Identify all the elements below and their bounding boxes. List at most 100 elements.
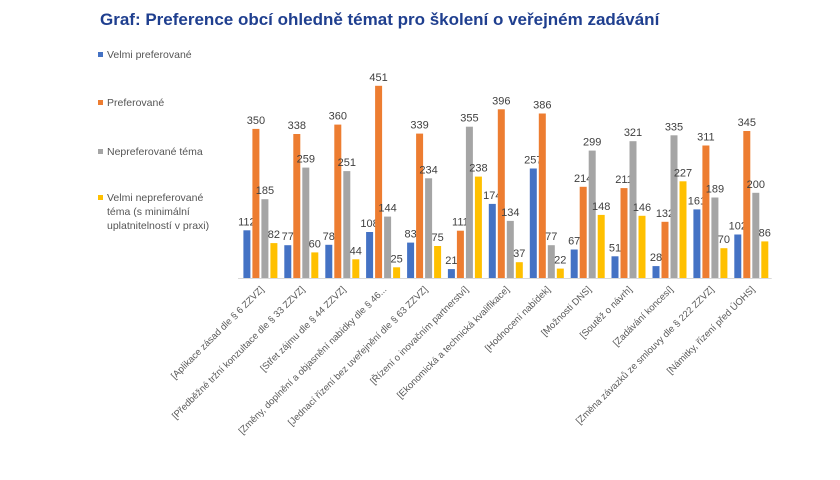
data-label: 28	[650, 252, 662, 264]
bar-preferovane-1	[293, 134, 301, 278]
data-label: 78	[323, 231, 335, 243]
bar-preferovane-4	[416, 133, 424, 278]
data-label: 227	[674, 167, 692, 179]
data-label: 144	[378, 203, 396, 215]
bar-velmi-nepreferovane-tema-s-minimalni-uplatnitelnosti-v-praxi-7	[556, 268, 564, 278]
data-label: 257	[524, 155, 542, 167]
data-label: 102	[729, 221, 747, 233]
data-label: 112	[238, 216, 256, 228]
category-label: [Jednací řízení bez uveřejnění dle § 63 …	[286, 284, 430, 428]
bar-velmi-preferovane-5	[447, 269, 455, 278]
bar-preferovane-8	[579, 186, 587, 278]
bar-velmi-preferovane-7	[529, 168, 537, 278]
bar-nepreferovane-tema-2	[343, 171, 351, 278]
legend-item-nepreferovane: Nepreferované téma	[98, 145, 203, 159]
bar-velmi-nepreferovane-tema-s-minimalni-uplatnitelnosti-v-praxi-3	[393, 267, 401, 278]
data-label: 146	[633, 202, 651, 214]
bar-velmi-nepreferovane-tema-s-minimalni-uplatnitelnosti-v-praxi-12	[761, 241, 769, 278]
data-label: 214	[574, 173, 592, 185]
data-label: 211	[615, 174, 633, 186]
bar-preferovane-2	[334, 124, 342, 278]
data-label: 83	[404, 229, 416, 241]
data-label: 67	[568, 236, 580, 248]
bar-velmi-preferovane-9	[611, 256, 619, 278]
bar-velmi-nepreferovane-tema-s-minimalni-uplatnitelnosti-v-praxi-6	[515, 262, 523, 278]
data-label: 75	[431, 232, 443, 244]
bar-nepreferovane-tema-1	[302, 167, 310, 278]
chart-title: Graf: Preference obcí ohledně témat pro …	[100, 10, 660, 29]
data-label: 335	[665, 121, 683, 133]
data-label: 251	[338, 157, 356, 169]
bar-preferovane-7	[538, 113, 546, 278]
data-label: 451	[369, 72, 387, 84]
data-label: 22	[554, 255, 566, 267]
legend-item-velmi-nepreferovane: Velmi nepreferované téma (s minimální up…	[98, 191, 226, 233]
legend-label: Preferované	[107, 97, 165, 109]
data-label: 37	[513, 248, 525, 260]
bar-preferovane-9	[620, 188, 628, 278]
data-label: 360	[329, 111, 347, 123]
bar-nepreferovane-tema-5	[465, 126, 473, 278]
category-label: [Námitky, řízení před ÚOHS]	[665, 284, 757, 376]
legend-label: Velmi preferované	[107, 49, 192, 61]
bar-velmi-preferovane-11	[693, 209, 701, 278]
bar-nepreferovane-tema-0	[261, 199, 269, 278]
bar-preferovane-11	[702, 145, 710, 278]
data-label: 51	[609, 242, 621, 254]
category-label: [Změny, doplnění a objasnění nabídky dle…	[237, 284, 390, 437]
legend-swatch	[98, 100, 103, 105]
data-label: 259	[297, 154, 315, 166]
data-label: 82	[268, 229, 280, 241]
bar-velmi-preferovane-8	[570, 249, 578, 278]
legend-label: Nepreferované téma	[107, 146, 203, 158]
legend-swatch	[98, 52, 103, 57]
data-label: 234	[419, 164, 437, 176]
bar-velmi-nepreferovane-tema-s-minimalni-uplatnitelnosti-v-praxi-10	[679, 181, 687, 278]
data-label: 321	[624, 127, 642, 139]
data-label: 86	[759, 227, 771, 239]
data-label: 77	[545, 231, 557, 243]
bar-velmi-nepreferovane-tema-s-minimalni-uplatnitelnosti-v-praxi-5	[474, 176, 482, 278]
bar-velmi-nepreferovane-tema-s-minimalni-uplatnitelnosti-v-praxi-0	[270, 243, 278, 278]
bar-velmi-nepreferovane-tema-s-minimalni-uplatnitelnosti-v-praxi-4	[434, 246, 442, 278]
legend-swatch	[98, 195, 103, 200]
bar-velmi-nepreferovane-tema-s-minimalni-uplatnitelnosti-v-praxi-8	[597, 214, 605, 278]
bar-velmi-nepreferovane-tema-s-minimalni-uplatnitelnosti-v-praxi-11	[720, 248, 728, 278]
data-label: 148	[592, 201, 610, 213]
data-label: 132	[656, 208, 674, 220]
data-label: 386	[533, 100, 551, 112]
bar-velmi-preferovane-3	[366, 232, 374, 278]
data-label: 60	[309, 238, 321, 250]
bar-velmi-nepreferovane-tema-s-minimalni-uplatnitelnosti-v-praxi-2	[352, 259, 360, 278]
data-label: 77	[282, 231, 294, 243]
legend-swatch	[98, 149, 103, 154]
bar-preferovane-12	[743, 131, 751, 278]
bar-velmi-preferovane-12	[734, 234, 742, 278]
data-label: 174	[483, 190, 501, 202]
bar-nepreferovane-tema-7	[547, 245, 555, 278]
bar-velmi-nepreferovane-tema-s-minimalni-uplatnitelnosti-v-praxi-1	[311, 252, 319, 278]
data-label: 189	[706, 184, 724, 196]
category-label: [Střet zájmu dle § 44 ZZVZ]	[259, 284, 349, 374]
data-label: 21	[445, 255, 457, 267]
bar-velmi-preferovane-10	[652, 266, 660, 278]
bar-preferovane-10	[661, 221, 669, 278]
bar-nepreferovane-tema-6	[506, 220, 514, 278]
bar-velmi-nepreferovane-tema-s-minimalni-uplatnitelnosti-v-praxi-9	[638, 215, 646, 278]
data-label: 396	[492, 95, 510, 107]
bar-velmi-preferovane-0	[243, 230, 251, 278]
bar-velmi-preferovane-6	[488, 203, 496, 278]
bar-nepreferovane-tema-3	[384, 216, 392, 278]
legend-item-preferovane: Preferované	[98, 96, 164, 110]
bar-nepreferovane-tema-4	[425, 178, 433, 278]
bar-velmi-preferovane-4	[407, 242, 415, 278]
bar-nepreferovane-tema-8	[588, 150, 596, 278]
data-label: 44	[350, 245, 362, 257]
bar-nepreferovane-tema-10	[670, 135, 678, 278]
legend-label: Velmi nepreferované téma (s minimální up…	[107, 192, 210, 232]
data-label: 299	[583, 137, 601, 149]
data-label: 345	[738, 117, 756, 129]
data-label: 161	[688, 195, 706, 207]
data-label: 25	[390, 253, 402, 265]
